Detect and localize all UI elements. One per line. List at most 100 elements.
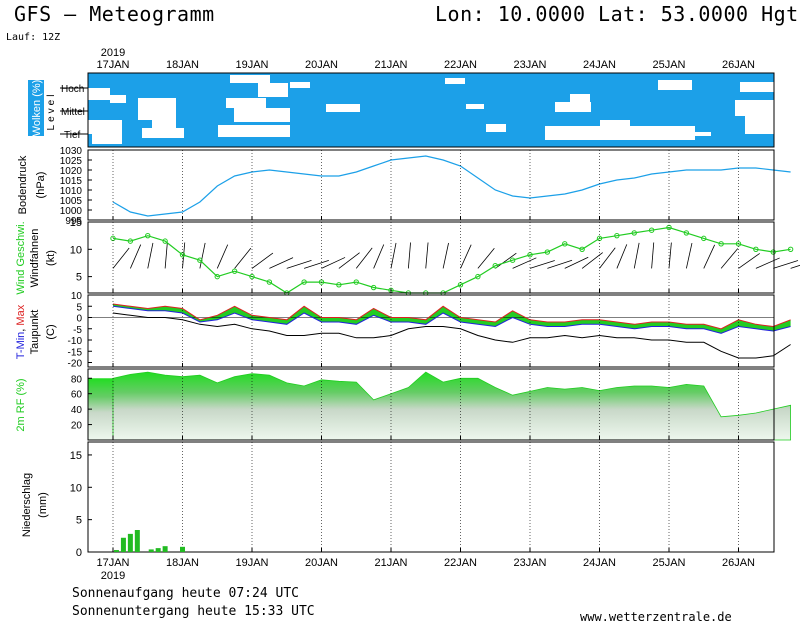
precipitation-unit-label: (mm): [37, 492, 49, 518]
wind-speed-point: [787, 246, 794, 253]
wind-speed-axis-label: Wind Geschwi.: [15, 221, 27, 294]
y-tick-label: -10: [68, 336, 83, 347]
dewpoint-line: [112, 312, 791, 359]
wind-speed-point: [301, 279, 307, 285]
wind-speed-point: [353, 279, 359, 285]
wind-speed-line: [112, 226, 791, 294]
y-tick-label: 10: [70, 244, 82, 256]
y-tick-label: 1005: [60, 196, 83, 207]
wind-speed-point: [701, 235, 707, 242]
wind-barb: [355, 247, 373, 269]
top-day-label: 17JAN: [96, 59, 129, 71]
bottom-day-label: 21JAN: [374, 557, 407, 569]
y-tick-label: -5: [73, 325, 82, 336]
bottom-day-label: 24JAN: [583, 557, 616, 569]
top-day-label: 18JAN: [166, 59, 199, 71]
bottom-day-label: 26JAN: [722, 557, 755, 569]
top-day-label: 20JAN: [305, 59, 338, 71]
wind-barb: [668, 242, 672, 269]
dewpoint-axis-label: Taupunkt: [29, 310, 41, 355]
panel-frame: [87, 368, 775, 441]
pressure-unit-label: (hPa): [35, 172, 47, 199]
wind-barb: [755, 257, 780, 269]
panel-frame: [87, 221, 775, 294]
wind-speed-point: [492, 262, 498, 269]
panel-frame: [87, 149, 775, 221]
pressure-line: [112, 155, 791, 217]
cloud-label-background: [28, 80, 44, 136]
wind-barb: [251, 252, 274, 269]
wind-barb: [147, 242, 154, 269]
y-tick-label: 1010: [60, 186, 83, 197]
wind-speed-point: [770, 249, 776, 255]
bottom-day-label: 19JAN: [235, 557, 268, 569]
wind-barb: [633, 242, 640, 269]
wind-barb: [286, 260, 312, 269]
panel-background: [88, 150, 774, 220]
bottom-day-label: 17JAN: [96, 557, 129, 569]
cloud-level-mid: Mittel: [61, 107, 85, 118]
y-tick-label: -15: [68, 347, 83, 358]
wind-barb: [407, 242, 411, 269]
wind-speed-point: [648, 227, 655, 233]
y-tick-label: 60: [71, 390, 83, 401]
wind-barb: [390, 242, 397, 269]
precipitation-bar: [134, 530, 140, 552]
wind-speed-point: [544, 249, 551, 255]
humidity-axis-label: 2m RF (%): [15, 378, 27, 431]
y-tick-label: 0: [76, 314, 82, 325]
wind-barb: [234, 247, 252, 269]
temperature-axis-label-part: ,: [15, 326, 27, 332]
y-tick-label: 10: [70, 482, 82, 494]
temperature-unit-label: (C): [45, 324, 57, 339]
wind-speed-point: [509, 257, 516, 263]
wind-speed-point: [370, 284, 377, 291]
y-tick-label: 20: [71, 421, 83, 432]
bottom-day-label: 23JAN: [513, 557, 546, 569]
y-tick-label: 5: [76, 272, 82, 284]
wind-barb: [338, 252, 360, 269]
chart-title: GFS – Meteogramm: [14, 2, 215, 26]
tmin-line: [112, 305, 791, 334]
humidity-fill-lead: [88, 378, 113, 440]
bottom-day-label: 25JAN: [652, 557, 685, 569]
top-day-label: 23JAN: [513, 59, 546, 71]
wind-speed-point: [162, 238, 168, 244]
top-day-label: 19JAN: [235, 59, 268, 71]
temperature-axis-label-part: Max: [15, 304, 27, 325]
precipitation-axis-label: Niederschlag: [21, 473, 33, 537]
wind-speed-point: [475, 273, 481, 280]
wind-barb: [442, 242, 449, 269]
precipitation-bar: [155, 548, 161, 552]
cloud-level-label: Level: [46, 92, 57, 131]
wind-speed-point: [231, 268, 238, 274]
cloud-panel: Wolken (%) Level Hoch Mittel Tief: [28, 72, 775, 148]
precipitation-bar: [162, 546, 168, 552]
wind-speed-point: [197, 257, 203, 263]
y-tick-label: 1020: [60, 166, 83, 177]
y-tick-label: 15: [70, 217, 82, 229]
y-tick-label: 1000: [60, 206, 83, 217]
bottom-day-axis: 17JAN 18JAN 19JAN 20JAN 21JAN 22JAN 23JAN 24JAN…: [96, 557, 755, 569]
y-tick-label: 80: [71, 374, 83, 385]
wind-barb: [164, 242, 168, 269]
precipitation-bar: [148, 549, 154, 552]
y-tick-label: -20: [68, 359, 83, 370]
wind-speed-point: [249, 273, 255, 280]
site-url: www.wetterzentrale.de: [580, 610, 732, 624]
precipitation-bar: [113, 550, 119, 552]
y-tick-label: 1025: [60, 156, 83, 167]
wind-barb: [425, 242, 429, 269]
cloud-panel-frame: [87, 72, 775, 148]
wind-barb: [790, 264, 800, 269]
top-day-label: 22JAN: [444, 59, 477, 71]
y-tick-label: 40: [71, 405, 83, 416]
top-day-label: 25JAN: [652, 59, 685, 71]
wind-barb: [599, 247, 616, 269]
temperature-range-fill: [113, 304, 791, 334]
humidity-panel: 20 40 60 80 2m RF (%): [15, 368, 791, 441]
wind-barb: [130, 244, 142, 269]
wind-speed-point: [718, 241, 724, 247]
